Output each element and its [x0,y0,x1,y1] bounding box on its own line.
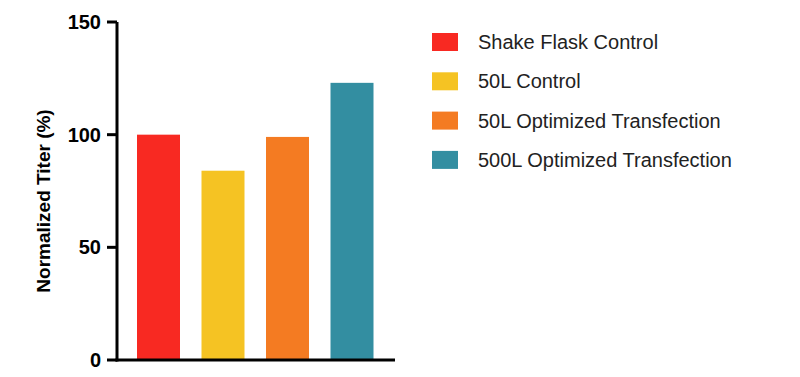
legend-swatch [432,33,458,51]
y-tick-label: 100 [68,124,101,146]
legend-label: 500L Optimized Transfection [478,149,732,171]
y-tick [107,133,117,136]
y-tick-label: 150 [68,11,101,33]
chart: 0 50 100 150 Normalized Titer (%) Shake Flask… [0,0,800,377]
x-axis [116,359,396,362]
y-tick [107,246,117,249]
legend-label: 50L Control [478,70,581,92]
bar [202,171,245,360]
legend-label: Shake Flask Control [478,31,658,53]
y-axis-label: Normalized Titer (%) [33,109,54,292]
y-tick-label: 50 [79,236,101,258]
y-tick-label: 0 [90,349,101,371]
legend-swatch [432,151,458,169]
bars [137,83,374,360]
y-tick [107,359,117,362]
legend-label: 50L Optimized Transfection [478,110,721,132]
legend-swatch [432,112,458,130]
legend-swatch [432,72,458,90]
bar [266,137,309,360]
y-tick [107,21,117,24]
bar [331,83,374,360]
bar [137,135,180,360]
y-axis [116,22,119,362]
